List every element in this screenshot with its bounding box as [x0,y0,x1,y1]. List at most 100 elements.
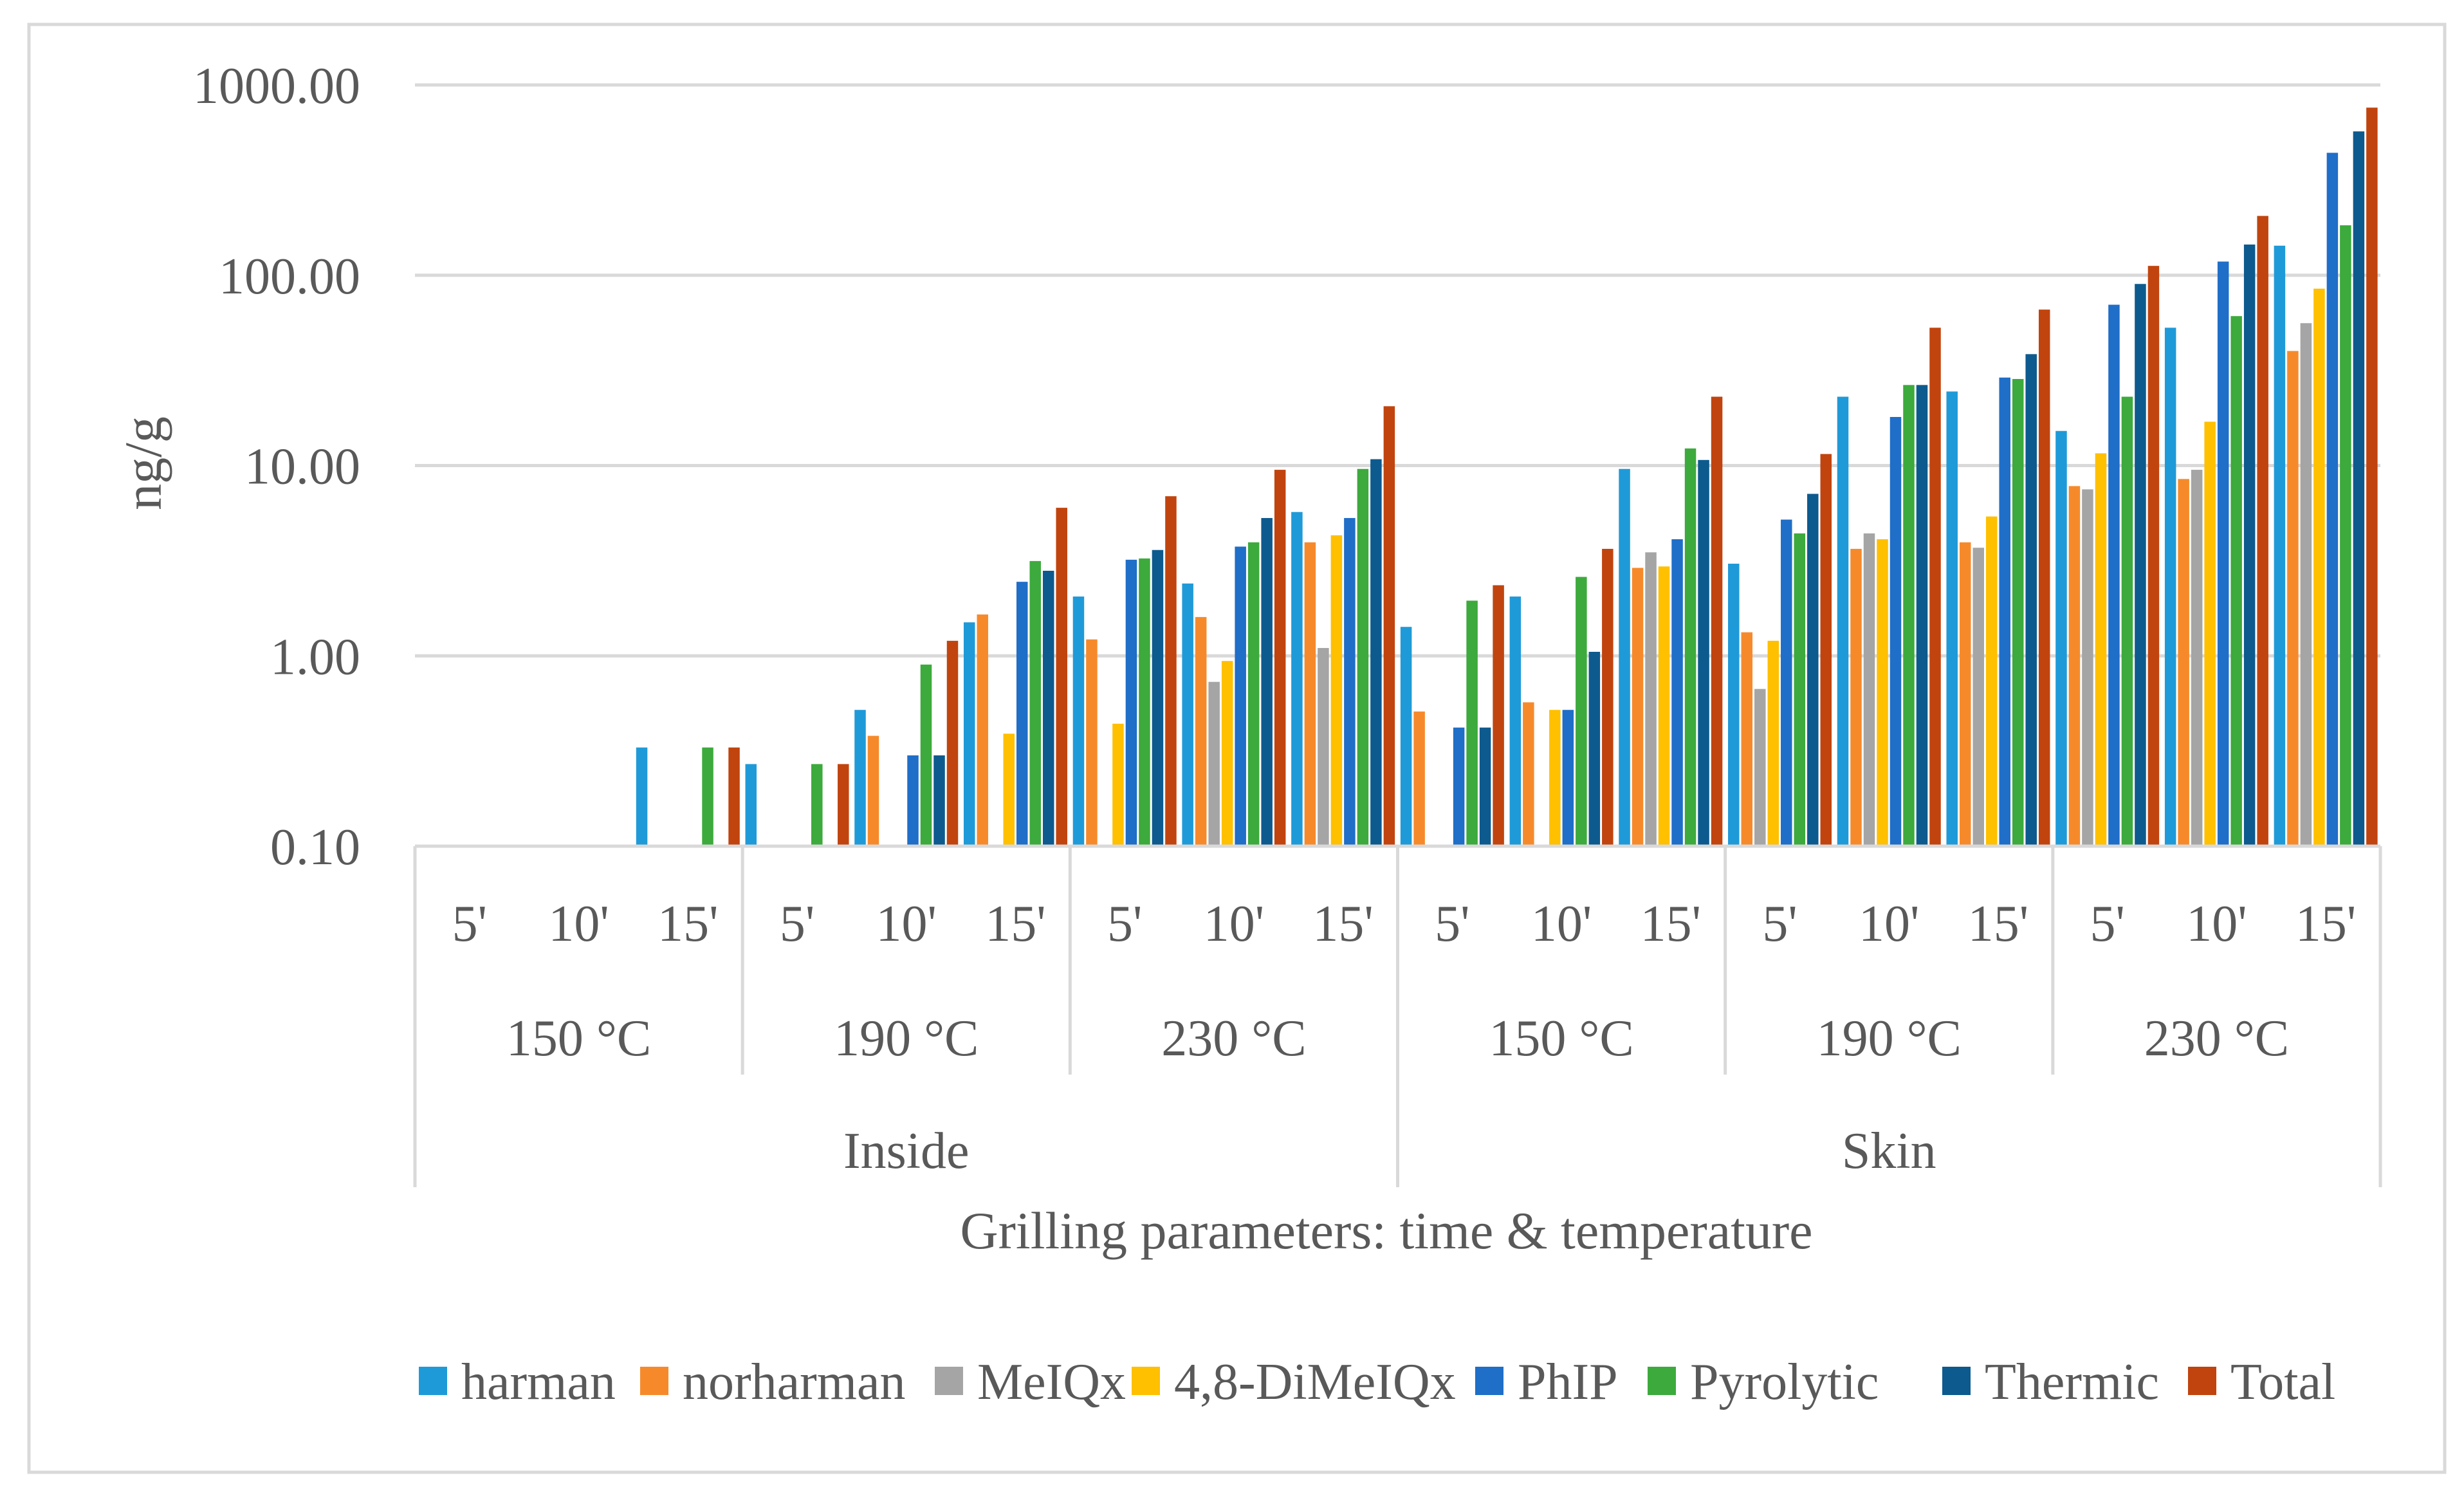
legend-swatch-total [2188,1367,2216,1395]
bar-pyrolytic [1903,385,1915,846]
bar-thermic [1698,459,1709,846]
bar-norharman [2178,479,2189,846]
bar-4-8-dimeiqx [1221,661,1233,846]
legend-label-4-8-dimeiqx: 4,8-DiMeIQx [1174,1354,1456,1410]
x-tick-label-temperature: 150 °C [506,1010,651,1067]
legend-label-pyrolytic: Pyrolytic [1690,1354,1879,1410]
legend-swatch-norharman [640,1367,668,1395]
x-tick-label-time: 10' [1204,896,1264,952]
bar-total [1602,548,1614,846]
bar-thermic [933,755,945,846]
bar-harman [2164,328,2176,846]
bar-meiqx [1754,689,1766,846]
x-tick-label-time: 15' [657,896,718,952]
bar-pyrolytic [1247,542,1260,846]
bar-phip [1671,539,1683,846]
bar-harman [636,747,648,846]
y-tick-label: 0.10 [270,819,360,876]
bar-pyrolytic [1357,468,1369,846]
bar-4-8-dimeiqx [2204,421,2216,846]
bar-4-8-dimeiqx [1985,516,1998,846]
bar-meiqx [1863,533,1875,846]
x-tick-label-part: Skin [1842,1123,1936,1179]
x-tick-label-time: 10' [876,896,937,952]
x-tick-label-time: 10' [1531,896,1592,952]
bar-4-8-dimeiqx [2095,453,2107,846]
x-tick-label-time: 10' [1859,896,1919,952]
bar-total [1493,585,1504,846]
bar-harman [1072,596,1085,846]
bar-total [1820,454,1832,846]
x-tick-label-time: 5' [2090,896,2124,952]
x-tick-label-time: 15' [1641,896,1701,952]
bar-phip [1344,518,1356,846]
bar-phip [2326,153,2339,847]
bar-pyrolytic [1576,577,1587,846]
legend-label-norharman: norharman [683,1354,906,1410]
x-tick-label-time: 5' [780,896,814,952]
bar-harman [1946,391,1958,846]
x-tick-label-time: 10' [548,896,609,952]
bar-norharman [1850,548,1862,846]
bar-harman [2055,430,2067,846]
bar-phip [1016,582,1028,846]
x-tick-label-temperature: 190 °C [1817,1010,1962,1067]
y-tick-label: 100.00 [219,248,360,305]
x-tick-label-temperature: 230 °C [1161,1010,1306,1067]
bar-harman [854,710,866,846]
bar-4-8-dimeiqx [1112,723,1124,846]
bar-meiqx [2082,489,2093,846]
bar-harman [1509,596,1522,846]
bar-4-8-dimeiqx [1330,535,1343,846]
bar-pyrolytic [702,747,713,846]
bar-pyrolytic [1139,558,1150,846]
bar-norharman [1741,632,1753,846]
bar-phip [1999,377,2010,846]
legend-label-meiqx: MeIQx [977,1354,1126,1410]
bar-pyrolytic [811,764,823,846]
legend-swatch-thermic [1942,1367,1971,1395]
bar-norharman [1632,568,1644,846]
bar-thermic [1916,385,1928,846]
bar-total [728,747,740,846]
bar-total [2038,310,2050,846]
legend-swatch-harman [419,1367,447,1395]
x-tick-label-time: 5' [1762,896,1797,952]
bar-pyrolytic [2230,316,2242,846]
bar-pyrolytic [2012,378,2024,846]
bar-4-8-dimeiqx [1767,640,1779,846]
bar-norharman [1086,639,1098,846]
bar-phip [1125,559,1137,846]
bar-pyrolytic [2121,396,2133,846]
labels-layer: 0.10 1.00 10.00 100.00 1000.00 5' 10' 15' 5' 10' 1… [193,58,2356,1179]
x-tick-label-temperature: 230 °C [2144,1010,2289,1067]
x-tick-label-time: 15' [985,896,1045,952]
legend-swatch-phip [1475,1367,1503,1395]
x-tick-label-time: 15' [1312,896,1373,952]
bar-harman [1837,396,1849,846]
bar-harman [1291,512,1303,846]
bar-thermic [2353,131,2365,847]
bars-layer [636,107,2378,847]
bar-thermic [1479,727,1491,846]
bar-phip [1235,546,1246,846]
bar-meiqx [1318,648,1329,846]
x-tick-label-temperature: 190 °C [834,1010,979,1067]
legend-label-thermic: Thermic [1985,1354,2159,1410]
legend: harman norharman MeIQx 4,8-DiMeIQx PhIP Pyrol… [419,1354,2335,1410]
bar-thermic [1152,550,1164,846]
bar-pyrolytic [1794,533,1806,846]
bar-harman [1182,583,1193,846]
bar-norharman [2287,351,2299,846]
bar-total [2147,266,2160,847]
bar-thermic [1370,459,1382,846]
bar-pyrolytic [1684,448,1696,846]
bar-norharman [977,614,988,846]
bar-total [1711,396,1723,846]
bar-phip [1889,417,1902,846]
bar-4-8-dimeiqx [1549,710,1561,846]
legend-swatch-4-8-dimeiqx [1132,1367,1160,1395]
bar-thermic [1588,651,1601,846]
bar-norharman [1304,542,1316,846]
